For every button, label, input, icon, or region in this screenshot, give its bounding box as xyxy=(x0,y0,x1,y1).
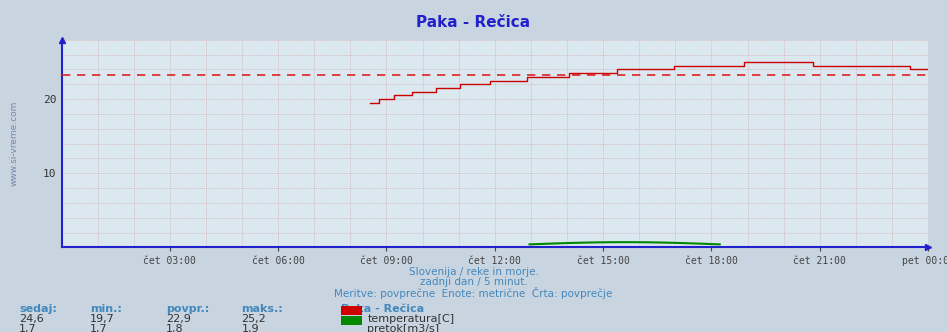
Text: 19,7: 19,7 xyxy=(90,314,115,324)
Text: povpr.:: povpr.: xyxy=(166,304,209,314)
Text: 1,8: 1,8 xyxy=(166,324,184,332)
Text: zadnji dan / 5 minut.: zadnji dan / 5 minut. xyxy=(420,277,527,287)
Text: 1,7: 1,7 xyxy=(90,324,108,332)
Text: Paka - Rečica: Paka - Rečica xyxy=(341,304,424,314)
Text: temperatura[C]: temperatura[C] xyxy=(367,314,455,324)
Text: Slovenija / reke in morje.: Slovenija / reke in morje. xyxy=(408,267,539,277)
Text: sedaj:: sedaj: xyxy=(19,304,57,314)
Text: 1,7: 1,7 xyxy=(19,324,37,332)
Text: Paka - Rečica: Paka - Rečica xyxy=(417,15,530,30)
Text: 25,2: 25,2 xyxy=(241,314,266,324)
Text: 1,9: 1,9 xyxy=(241,324,259,332)
Text: min.:: min.: xyxy=(90,304,122,314)
Text: 24,6: 24,6 xyxy=(19,314,44,324)
Text: pretok[m3/s]: pretok[m3/s] xyxy=(367,324,439,332)
Text: www.si-vreme.com: www.si-vreme.com xyxy=(9,101,18,186)
Text: 22,9: 22,9 xyxy=(166,314,190,324)
Text: Meritve: povprečne  Enote: metrične  Črta: povprečje: Meritve: povprečne Enote: metrične Črta:… xyxy=(334,287,613,299)
Text: maks.:: maks.: xyxy=(241,304,283,314)
